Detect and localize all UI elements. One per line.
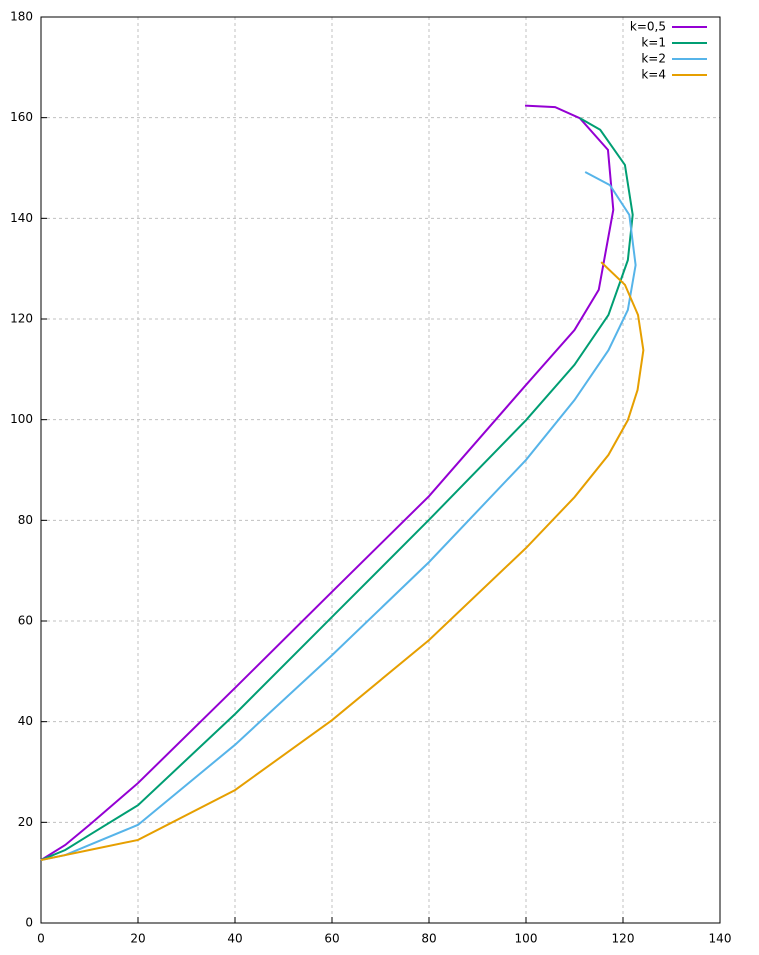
y-tick-label: 40 bbox=[18, 714, 33, 728]
legend-label: k=2 bbox=[641, 52, 666, 66]
series-line bbox=[40, 117, 634, 862]
y-tick-label: 180 bbox=[10, 10, 33, 24]
series-line bbox=[40, 171, 637, 862]
y-tick-label: 60 bbox=[18, 614, 33, 628]
x-tick-label: 20 bbox=[130, 932, 145, 946]
legend-label: k=1 bbox=[641, 36, 666, 50]
plot-frame bbox=[40, 16, 721, 924]
x-tick-label: 40 bbox=[227, 932, 242, 946]
x-tick-label: 80 bbox=[421, 932, 436, 946]
legend-label: k=0,5 bbox=[630, 20, 666, 34]
legend-label: k=4 bbox=[641, 68, 666, 82]
y-tick-label: 80 bbox=[18, 513, 33, 527]
x-tick-label: 60 bbox=[324, 932, 339, 946]
y-tick-label: 0 bbox=[25, 916, 33, 930]
y-tick-label: 160 bbox=[10, 110, 33, 124]
y-tick-label: 140 bbox=[10, 211, 33, 225]
x-tick-label: 100 bbox=[515, 932, 538, 946]
series-line bbox=[40, 104, 615, 861]
series-line bbox=[40, 261, 645, 862]
x-tick-label: 0 bbox=[37, 932, 45, 946]
x-tick-label: 140 bbox=[709, 932, 732, 946]
y-tick-label: 20 bbox=[18, 815, 33, 829]
y-tick-label: 120 bbox=[10, 312, 33, 326]
y-tick-label: 100 bbox=[10, 412, 33, 426]
x-tick-label: 120 bbox=[612, 932, 635, 946]
